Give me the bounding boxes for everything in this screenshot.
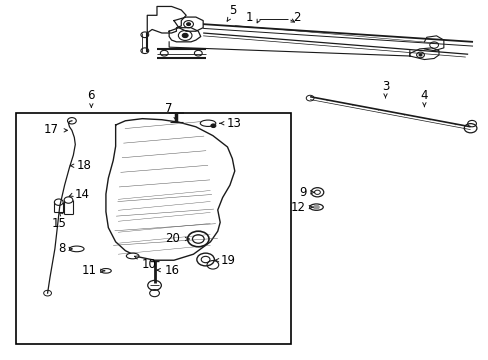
Circle shape: [418, 54, 421, 56]
Text: 17: 17: [43, 123, 59, 136]
Text: 3: 3: [381, 80, 388, 93]
Text: 7: 7: [165, 102, 172, 115]
Circle shape: [186, 23, 190, 26]
Text: 15: 15: [51, 217, 66, 230]
Circle shape: [312, 204, 319, 210]
Circle shape: [210, 124, 215, 127]
Text: 9: 9: [299, 186, 306, 199]
Text: 2: 2: [292, 11, 300, 24]
Text: 12: 12: [290, 201, 305, 213]
Text: 13: 13: [226, 117, 241, 130]
Text: 20: 20: [165, 233, 180, 246]
Bar: [16, 113, 290, 345]
Text: 6: 6: [87, 89, 95, 102]
Text: 16: 16: [164, 264, 179, 276]
Text: 5: 5: [228, 4, 236, 17]
Ellipse shape: [101, 269, 111, 273]
Ellipse shape: [200, 120, 215, 126]
Text: 11: 11: [81, 264, 96, 277]
Text: 10: 10: [141, 258, 156, 271]
Ellipse shape: [309, 204, 323, 210]
Text: 18: 18: [77, 159, 91, 172]
Ellipse shape: [69, 246, 84, 252]
Text: 19: 19: [221, 254, 236, 267]
Text: 1: 1: [245, 11, 253, 24]
Ellipse shape: [126, 253, 139, 259]
Circle shape: [182, 33, 188, 37]
Text: 8: 8: [59, 242, 66, 255]
Text: 14: 14: [74, 188, 89, 201]
Text: 4: 4: [420, 89, 427, 102]
